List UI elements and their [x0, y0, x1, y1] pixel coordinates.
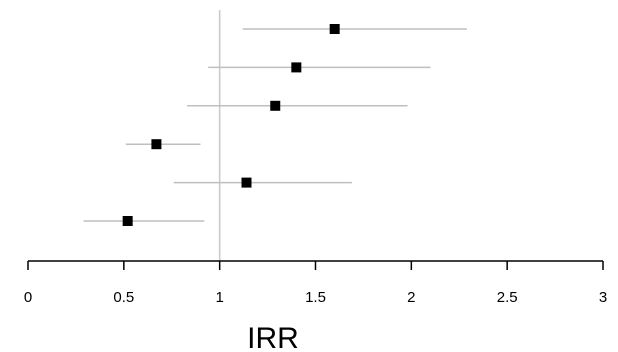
point-estimate-3 [270, 100, 281, 111]
x-tick-label-5: 2 [407, 289, 415, 306]
point-estimate-1 [329, 24, 340, 34]
x-tick-label-7: 3 [599, 289, 607, 306]
x-axis: 0 0.5 1 1.5 2 2.5 3 [24, 260, 607, 306]
plot-area [83, 10, 467, 261]
x-tick-label-4: 1.5 [305, 289, 326, 306]
point-estimate-2 [291, 62, 302, 73]
x-axis-title: IRR [247, 322, 299, 352]
x-tick-label-1: 0 [24, 289, 32, 306]
x-tick-label-2: 0.5 [113, 289, 134, 306]
point-estimate-4 [151, 139, 162, 150]
x-tick-label-6: 2.5 [497, 289, 518, 306]
x-tick-label-3: 1 [215, 289, 223, 306]
point-estimate-6 [122, 216, 133, 226]
point-estimate-5 [241, 177, 252, 188]
